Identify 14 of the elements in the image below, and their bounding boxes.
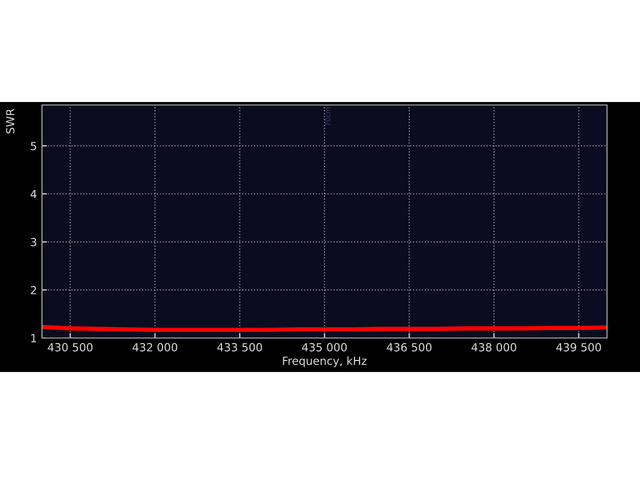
y-tick-label: 2 [30, 286, 36, 294]
y-tick-label: 3 [30, 238, 36, 246]
y-tick-label: 1 [31, 334, 36, 342]
x-axis-title: Frequency, kHz [283, 356, 367, 368]
y-tick-label: 4 [30, 190, 37, 198]
x-tick-label: 432 000 [132, 343, 178, 352]
x-tick-label: 435 000 [302, 343, 347, 352]
x-tick-label: 438 000 [472, 343, 516, 352]
x-tick-label: 433 500 [217, 343, 262, 352]
y-axis-title: SWR [6, 108, 14, 134]
x-tick-label: 430 500 [48, 343, 92, 352]
x-tick-label: 439 500 [556, 343, 601, 352]
y-tick-label: 5 [30, 142, 36, 150]
x-tick-label: 436 500 [386, 343, 432, 352]
